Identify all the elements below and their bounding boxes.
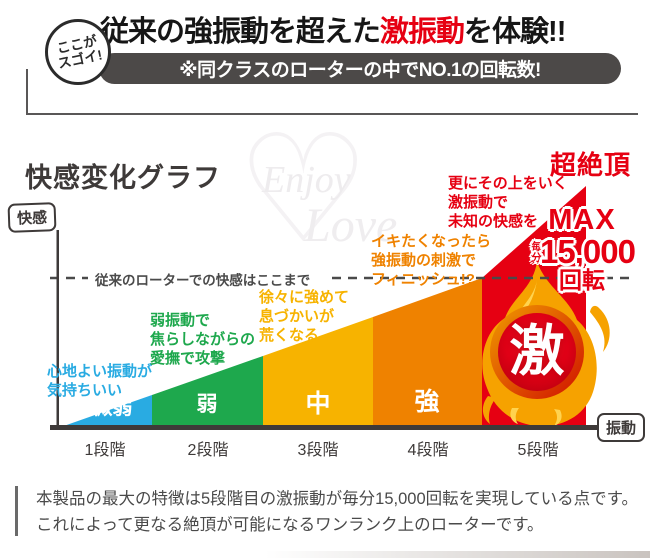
max-per-min: 毎分 [529, 240, 541, 263]
watermark: ♡ Enjoy Love [228, 114, 458, 292]
watermark-heart-icon: ♡ [236, 105, 371, 273]
peak-label: 超絶頂 [550, 150, 632, 180]
baseline-label: 従来のローターでの快感はここまで [90, 269, 316, 289]
band-label-5: 激 [509, 320, 565, 382]
footer-line2: これによって更なる絶頂が可能になるワンランク上のローターです。 [36, 516, 544, 535]
max-unit: 回転 [559, 267, 605, 294]
y-axis-label-box: 快感 [7, 202, 57, 233]
watermark-word1: Enjoy [262, 159, 351, 201]
footer-line1: 本製品の最大の特徴は5段階目の激振動が毎分15,000回転を実現している点です。 [36, 490, 638, 508]
graph-title: 快感変化グラフ [25, 163, 221, 193]
footer-left-rule [15, 486, 18, 536]
step-label-1: 1段階 [84, 442, 126, 459]
watermark-word2: Love [304, 199, 398, 252]
band-label-2: 弱 [196, 393, 218, 416]
max-word: MAX [548, 204, 616, 236]
x-axis-line [50, 425, 635, 430]
annotation-level-1: 心地よい振動が 気持ちいい [47, 363, 153, 400]
annotation-level-5: 更にその上をいく 激振動で 未知の快感を [448, 175, 568, 231]
annotation-level-3: 徐々に強めて 息づかいが 荒くなる… [259, 289, 350, 345]
highlight-badge: ここが スゴイ! [45, 19, 111, 85]
highlight-badge-text: ここが スゴイ! [53, 33, 103, 72]
annotation-level-2: 弱振動で 焦らしながらの 愛撫で攻撃 [150, 312, 256, 368]
max-rpm-block: MAX 毎分 15,000 回転 [516, 205, 648, 294]
sub-banner-text: ※同クラスのローターの中でNO.1の回転数! [179, 60, 541, 81]
band-polygon-2 [152, 356, 263, 428]
header-rule-horizontal [26, 113, 638, 115]
footer-description: 本製品の最大の特徴は5段階目の激振動が毎分15,000回転を実現している点です。… [36, 486, 641, 539]
product-photo-edge [265, 551, 650, 558]
step-label-5: 5段階 [517, 442, 559, 459]
max-value: 15,000 [540, 233, 636, 271]
geki-circle-core [498, 313, 576, 391]
band-label-3: 中 [305, 390, 331, 418]
band-polygon-3 [263, 317, 373, 428]
step-label-4: 4段階 [407, 442, 449, 459]
title-pre: 従来の強振動を超えた [100, 16, 381, 48]
sub-banner: ※同クラスのローターの中でNO.1の回転数! [99, 53, 621, 84]
annotation-level-4: イキたくなったら 強振動の刺激で フィニッシュ!? [371, 233, 492, 289]
step-label-2: 2段階 [187, 442, 229, 459]
main-title: 従来の強振動を超えた激振動を体験!! [100, 8, 648, 50]
x-axis-label-box: 振動 [597, 413, 646, 442]
header-rule-vertical [26, 69, 28, 115]
step-label-3: 3段階 [297, 442, 339, 459]
title-highlight: 激振動 [380, 16, 465, 48]
band-polygon-1 [58, 395, 152, 428]
band-label-4: 強 [414, 388, 440, 416]
title-post: を体験!! [464, 16, 566, 48]
band-polygon-4 [373, 278, 482, 428]
y-axis-line [56, 230, 59, 428]
band-label-1: 微弱 [92, 397, 133, 419]
flame-icon [482, 262, 610, 427]
